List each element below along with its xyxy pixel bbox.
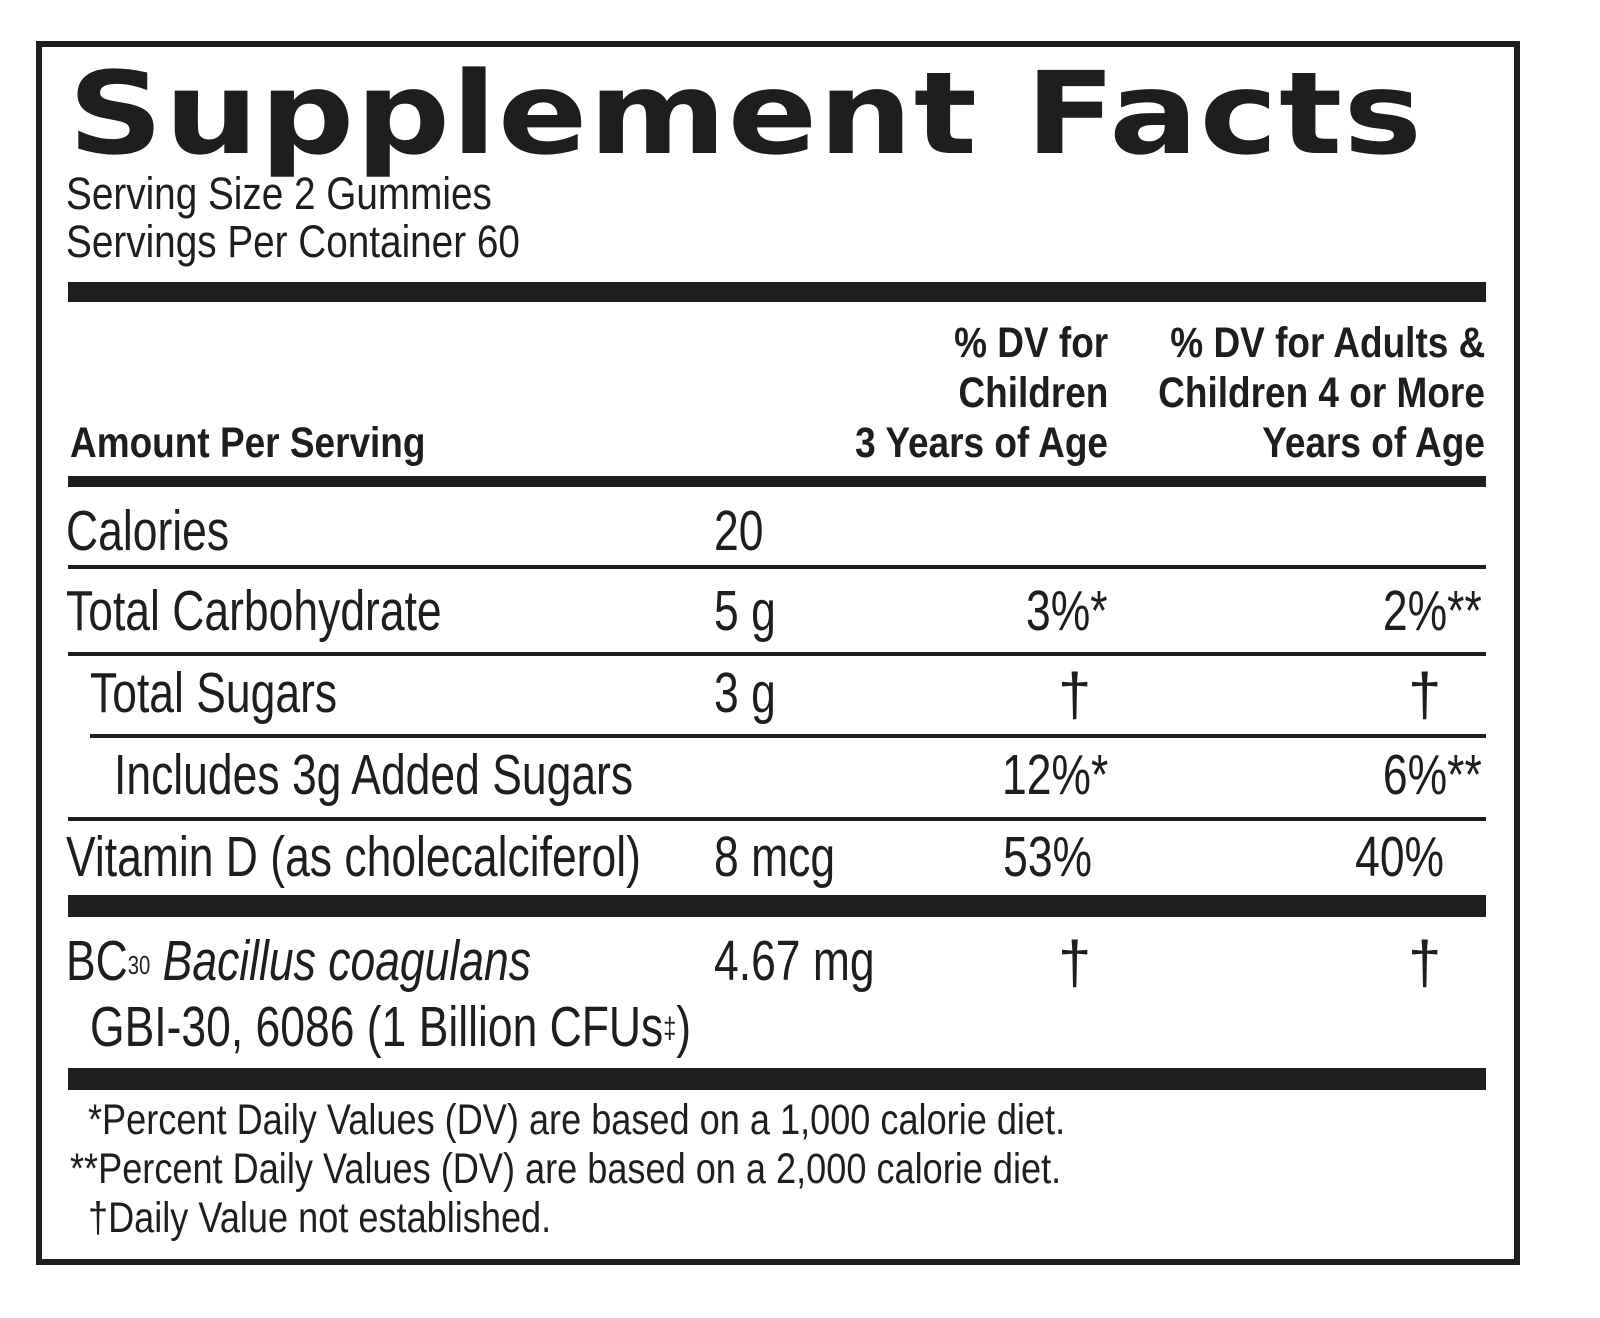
dv-adults-line1: % DV for Adults & — [1169, 319, 1485, 367]
row-probiotic-dv-children: † — [1058, 929, 1092, 996]
supplement-facts-panel — [36, 41, 1520, 1265]
dv-adults-header: % DV for Adults & Children 4 or More Yea… — [1105, 318, 1485, 468]
row-sugars-name: Total Sugars — [90, 661, 338, 725]
row-probiotic-dv-adults: † — [1408, 929, 1442, 996]
row-added-sugars-dv-adults: 6%** — [1383, 743, 1482, 807]
dv-children-line2: Children — [958, 369, 1108, 417]
dv-adults-line3: Years of Age — [1262, 419, 1485, 467]
row-vitamin-d-amount: 8 mcg — [714, 825, 836, 889]
row-probiotic-strain: GBI-30, 6086 (1 Billion CFUs‡) — [90, 996, 861, 1058]
probiotic-strain-mark: ‡ — [663, 1012, 677, 1045]
dv-children-line1: % DV for — [953, 319, 1108, 367]
thick-divider-middle — [68, 895, 1486, 917]
probiotic-strain-close: ) — [676, 995, 692, 1059]
probiotic-prefix: BC — [66, 929, 128, 993]
row-carb-dv-adults: 2%** — [1383, 579, 1482, 643]
footnote-1000-calorie: *Percent Daily Values (DV) are based on … — [88, 1096, 1066, 1144]
probiotic-species: Bacillus coagulans — [162, 929, 531, 993]
row-probiotic-amount: 4.67 mg — [714, 929, 875, 993]
row-vitamin-d-name: Vitamin D (as cholecalciferol) — [66, 825, 641, 889]
medium-divider-header — [68, 476, 1486, 487]
row-carb-amount: 5 g — [714, 579, 776, 643]
servings-per-container: Servings Per Container 60 — [66, 216, 520, 267]
dv-adults-line2: Children 4 or More — [1158, 369, 1485, 417]
divider-sugars — [90, 734, 1486, 738]
divider-carb — [68, 652, 1486, 656]
row-calories-name: Calories — [66, 499, 230, 563]
probiotic-strain-text: GBI-30, 6086 (1 Billion CFUs — [90, 995, 664, 1059]
row-calories-amount: 20 — [714, 499, 764, 563]
dv-children-header: % DV for Children 3 Years of Age — [814, 318, 1108, 468]
amount-per-serving-label: Amount Per Serving — [70, 419, 426, 467]
row-sugars-dv-children: † — [1058, 661, 1092, 728]
thick-divider-top — [68, 282, 1486, 302]
row-sugars-amount: 3 g — [714, 661, 776, 725]
panel-title: Supplement Facts — [68, 47, 1424, 180]
dv-children-line3: 3 Years of Age — [855, 419, 1108, 467]
row-added-sugars-dv-children: 12%* — [1001, 743, 1108, 807]
row-carb-name: Total Carbohydrate — [66, 579, 442, 643]
row-sugars-dv-adults: † — [1408, 661, 1442, 728]
divider-added-sugars — [68, 817, 1486, 821]
row-added-sugars-name: Includes 3g Added Sugars — [114, 743, 634, 807]
serving-size: Serving Size 2 Gummies — [66, 168, 492, 219]
row-probiotic-name: BC30 Bacillus coagulans — [66, 930, 662, 992]
amount-per-serving-header: Amount Per Serving — [70, 418, 483, 468]
probiotic-superscript: 30 — [127, 950, 151, 980]
row-vitamin-d-dv-children: 53% — [1003, 825, 1092, 889]
row-carb-dv-children: 3%* — [1026, 579, 1108, 643]
thick-divider-bottom — [68, 1068, 1486, 1090]
divider-calories — [68, 565, 1486, 569]
footnote-2000-calorie: **Percent Daily Values (DV) are based on… — [70, 1145, 1062, 1193]
row-vitamin-d-dv-adults: 40% — [1355, 825, 1444, 889]
footnote-dv-not-established: †Daily Value not established. — [88, 1194, 552, 1242]
